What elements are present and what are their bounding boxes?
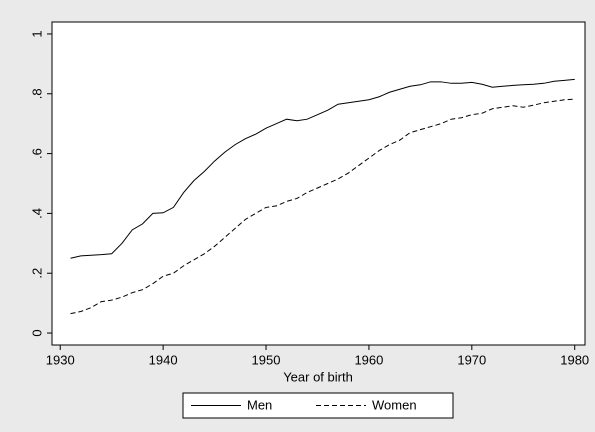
y-tick-label: .4 <box>29 208 44 219</box>
y-tick-label: .8 <box>29 88 44 99</box>
line <box>70 78 575 259</box>
x-tick-label: 1980 <box>560 352 589 367</box>
y-tick-label: .6 <box>29 148 44 159</box>
y-tick-label: 0 <box>29 329 44 336</box>
x-tick-label: 1940 <box>149 352 178 367</box>
x-tick-label: 1960 <box>354 352 383 367</box>
y-tick-label: 1 <box>29 30 44 37</box>
x-tick-label: 1970 <box>457 352 486 367</box>
legend-label: Women <box>372 397 417 412</box>
y-tick-label: .2 <box>29 268 44 279</box>
x-tick-label: 1950 <box>252 352 281 367</box>
legend-label: Men <box>247 397 272 412</box>
plot-area <box>51 21 586 346</box>
x-axis-label: Year of birth <box>283 369 353 384</box>
x-tick-label: 1930 <box>46 352 75 367</box>
line <box>70 98 575 315</box>
